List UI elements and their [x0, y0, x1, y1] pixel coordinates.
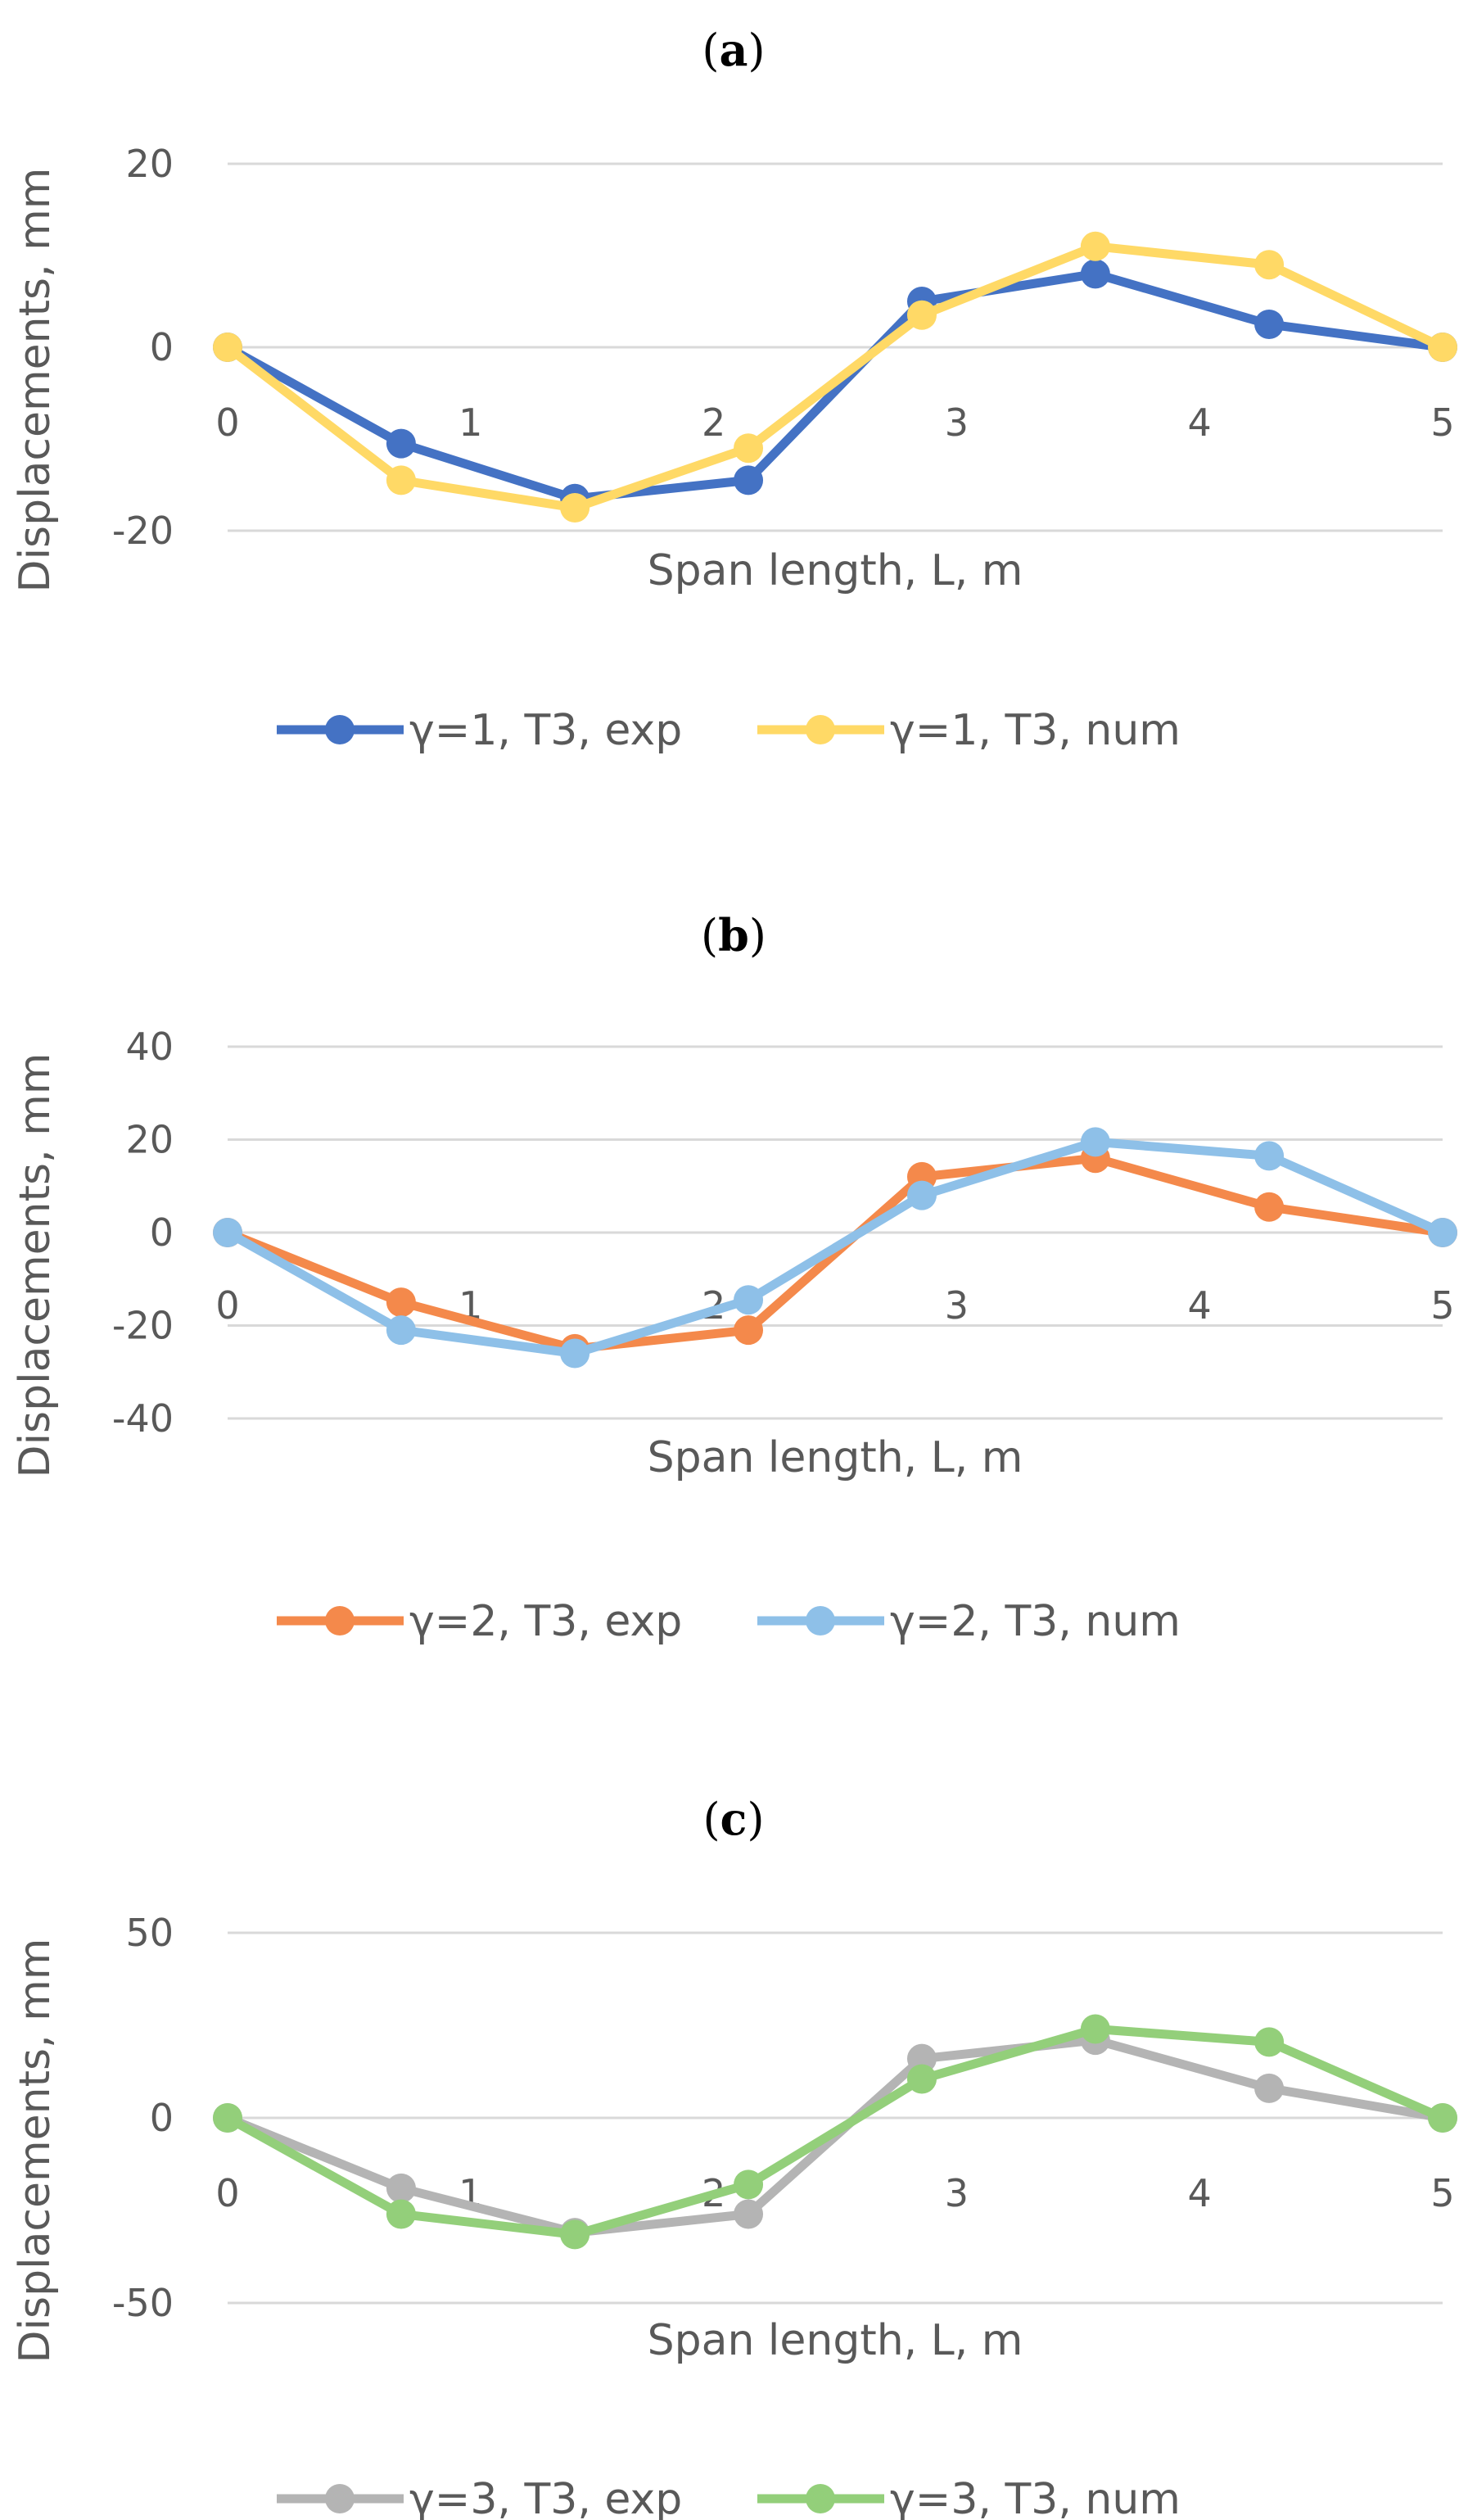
data-point [1254, 310, 1285, 339]
x-tick-label: 1 [458, 400, 482, 445]
legend-swatch-marker [325, 715, 355, 744]
legend-entry: γ=3, T3, num [890, 2475, 1181, 2520]
data-point [386, 465, 416, 495]
data-point [386, 1287, 416, 1318]
data-point [1254, 2073, 1285, 2103]
legend-entry: γ=1, T3, exp [409, 706, 682, 755]
x-tick-label: 0 [215, 2171, 239, 2215]
y-tick-label: 0 [150, 1210, 174, 1255]
legend: γ=1, T3, exp γ=1, T3, num [277, 706, 1181, 755]
x-tick-label: 5 [1430, 2171, 1454, 2215]
series-line [223, 2025, 1448, 2239]
data-point [906, 1180, 937, 1210]
y-axis-title: Displacements, mm [11, 168, 60, 593]
legend-entry: γ=2, T3, exp [409, 1597, 682, 1646]
series-line [223, 1153, 1448, 1354]
data-point [1080, 2014, 1110, 2044]
y-tick-label: 20 [125, 1118, 174, 1162]
series-num [213, 2014, 1457, 2250]
y-tick-label: 0 [150, 325, 174, 369]
legend-entry: γ=1, T3, num [890, 706, 1181, 755]
panel-title: (c) [702, 1793, 764, 1845]
data-point [386, 1315, 416, 1346]
data-point [734, 465, 764, 495]
data-point [1080, 1127, 1110, 1157]
legend-swatch-marker [325, 1606, 355, 1636]
legend-swatch-marker [806, 1606, 835, 1636]
y-tick-label: 40 [125, 1025, 174, 1069]
x-tick-label: 3 [945, 2171, 969, 2215]
y-tick-label: -20 [112, 509, 174, 553]
y-tick-label: -50 [112, 2281, 174, 2325]
data-point [906, 2043, 937, 2074]
data-point [1428, 2103, 1457, 2133]
data-point [386, 2173, 416, 2203]
x-tick-label: 5 [1430, 400, 1454, 445]
data-point [906, 2064, 937, 2094]
y-tick-label: -20 [112, 1304, 174, 1348]
x-axis-title: Span length, L, m [648, 2316, 1023, 2365]
series-line [223, 269, 1448, 504]
data-point [1254, 250, 1285, 280]
legend: γ=2, T3, exp γ=2, T3, num [277, 1597, 1181, 1646]
data-point [560, 493, 590, 523]
data-point [560, 1338, 590, 1369]
panel-title: (a) [702, 24, 765, 76]
data-point [1428, 1218, 1457, 1247]
x-axis-title: Span length, L, m [648, 1433, 1023, 1482]
data-point [1080, 231, 1110, 261]
data-point [1080, 259, 1110, 289]
data-point [734, 2199, 764, 2229]
data-point [1428, 333, 1457, 362]
data-point [213, 1218, 242, 1247]
y-axis-title: Displacements, mm [11, 1939, 60, 2364]
data-point [734, 1285, 764, 1315]
data-point [1254, 1192, 1285, 1222]
x-tick-label: 0 [215, 400, 239, 445]
x-tick-label: 4 [1188, 1283, 1212, 1328]
x-tick-label: 3 [945, 400, 969, 445]
y-tick-label: 50 [125, 1911, 174, 1955]
y-tick-label: 20 [125, 142, 174, 186]
series-num [213, 231, 1457, 523]
x-tick-label: 2 [702, 400, 725, 445]
data-point [560, 2219, 590, 2250]
y-tick-label: 0 [150, 2096, 174, 2140]
series-num [213, 1127, 1457, 1369]
x-tick-label: 3 [945, 1283, 969, 1328]
data-point [1254, 2027, 1285, 2057]
data-point [734, 1315, 764, 1346]
legend-swatch-marker [325, 2484, 355, 2513]
x-tick-label: 4 [1188, 2171, 1212, 2215]
legend: γ=3, T3, exp γ=3, T3, num [277, 2475, 1181, 2520]
x-tick-label: 0 [215, 1283, 239, 1328]
y-axis-title: Displacements, mm [11, 1053, 60, 1478]
x-tick-label: 5 [1430, 1283, 1454, 1328]
y-tick-label: -40 [112, 1396, 174, 1441]
legend-swatch-marker [806, 2484, 835, 2513]
data-point [213, 333, 242, 362]
x-tick-label: 4 [1188, 400, 1212, 445]
panel-title: (b) [701, 909, 766, 961]
data-point [734, 433, 764, 464]
data-point [906, 300, 937, 330]
data-point [386, 428, 416, 459]
legend-entry: γ=2, T3, num [890, 1597, 1181, 1646]
chart-panel-a: (a) 20 0 -20 0 1 2 3 4 5 Span length, L, m Displace… [11, 24, 1457, 755]
series-line [223, 242, 1448, 513]
data-point [213, 2103, 242, 2133]
series-line [223, 1137, 1448, 1359]
data-point [1254, 1141, 1285, 1171]
data-point [386, 2199, 416, 2229]
x-axis-title: Span length, L, m [648, 546, 1023, 595]
legend-entry: γ=3, T3, exp [409, 2475, 682, 2520]
data-point [734, 2169, 764, 2200]
legend-swatch-marker [806, 715, 835, 744]
